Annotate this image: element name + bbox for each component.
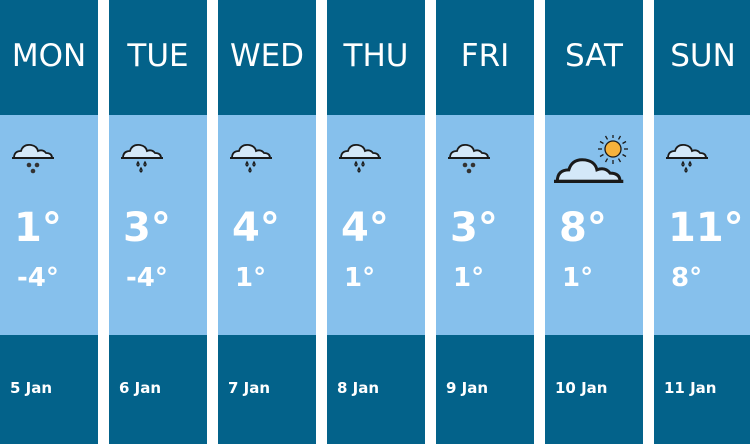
day-column-fri: FRI 3° 1° 9 Jan	[436, 0, 534, 444]
day-weather: 11° 8°	[654, 115, 750, 335]
day-column-tue: TUE 3° -4° 6 Jan	[109, 0, 207, 444]
high-temperature: 1°	[14, 205, 62, 251]
day-weather: 4° 1°	[327, 115, 425, 335]
low-temperature: 1°	[453, 263, 485, 293]
day-column-thu: THU 4° 1° 8 Jan	[327, 0, 425, 444]
date-label: 5 Jan	[0, 335, 98, 444]
date-label: 11 Jan	[654, 335, 750, 444]
day-weather: 1° -4°	[0, 115, 98, 335]
day-name: TUE	[109, 0, 207, 115]
day-name: SUN	[654, 0, 750, 115]
day-weather: 8° 1°	[545, 115, 643, 335]
day-column-wed: WED 4° 1° 7 Jan	[218, 0, 316, 444]
day-weather: 3° -4°	[109, 115, 207, 335]
cloud-snow-icon	[10, 140, 60, 184]
cloud-rain-icon	[228, 140, 278, 184]
low-temperature: -4°	[126, 263, 168, 293]
cloud-rain-icon	[119, 140, 169, 184]
day-column-sun: SUN 11° 8° 11 Jan	[654, 0, 750, 444]
high-temperature: 4°	[232, 205, 280, 251]
day-name: FRI	[436, 0, 534, 115]
date-label: 10 Jan	[545, 335, 643, 444]
day-name: SAT	[545, 0, 643, 115]
day-name: THU	[327, 0, 425, 115]
low-temperature: 1°	[562, 263, 594, 293]
high-temperature: 8°	[559, 205, 607, 251]
low-temperature: 8°	[671, 263, 703, 293]
date-label: 6 Jan	[109, 335, 207, 444]
date-label: 9 Jan	[436, 335, 534, 444]
high-temperature: 11°	[668, 205, 744, 251]
date-label: 7 Jan	[218, 335, 316, 444]
day-column-sat: SAT 8° 1° 10 Jan	[545, 0, 643, 444]
cloud-rain-icon	[337, 140, 387, 184]
day-weather: 3° 1°	[436, 115, 534, 335]
high-temperature: 3°	[450, 205, 498, 251]
low-temperature: -4°	[17, 263, 59, 293]
high-temperature: 3°	[123, 205, 171, 251]
low-temperature: 1°	[344, 263, 376, 293]
cloud-snow-icon	[446, 140, 496, 184]
high-temperature: 4°	[341, 205, 389, 251]
day-weather: 4° 1°	[218, 115, 316, 335]
cloud-rain-icon	[664, 140, 714, 184]
sun-cloud-icon	[553, 134, 633, 189]
day-name: WED	[218, 0, 316, 115]
low-temperature: 1°	[235, 263, 267, 293]
day-column-mon: MON 1° -4° 5 Jan	[0, 0, 98, 444]
day-name: MON	[0, 0, 98, 115]
date-label: 8 Jan	[327, 335, 425, 444]
